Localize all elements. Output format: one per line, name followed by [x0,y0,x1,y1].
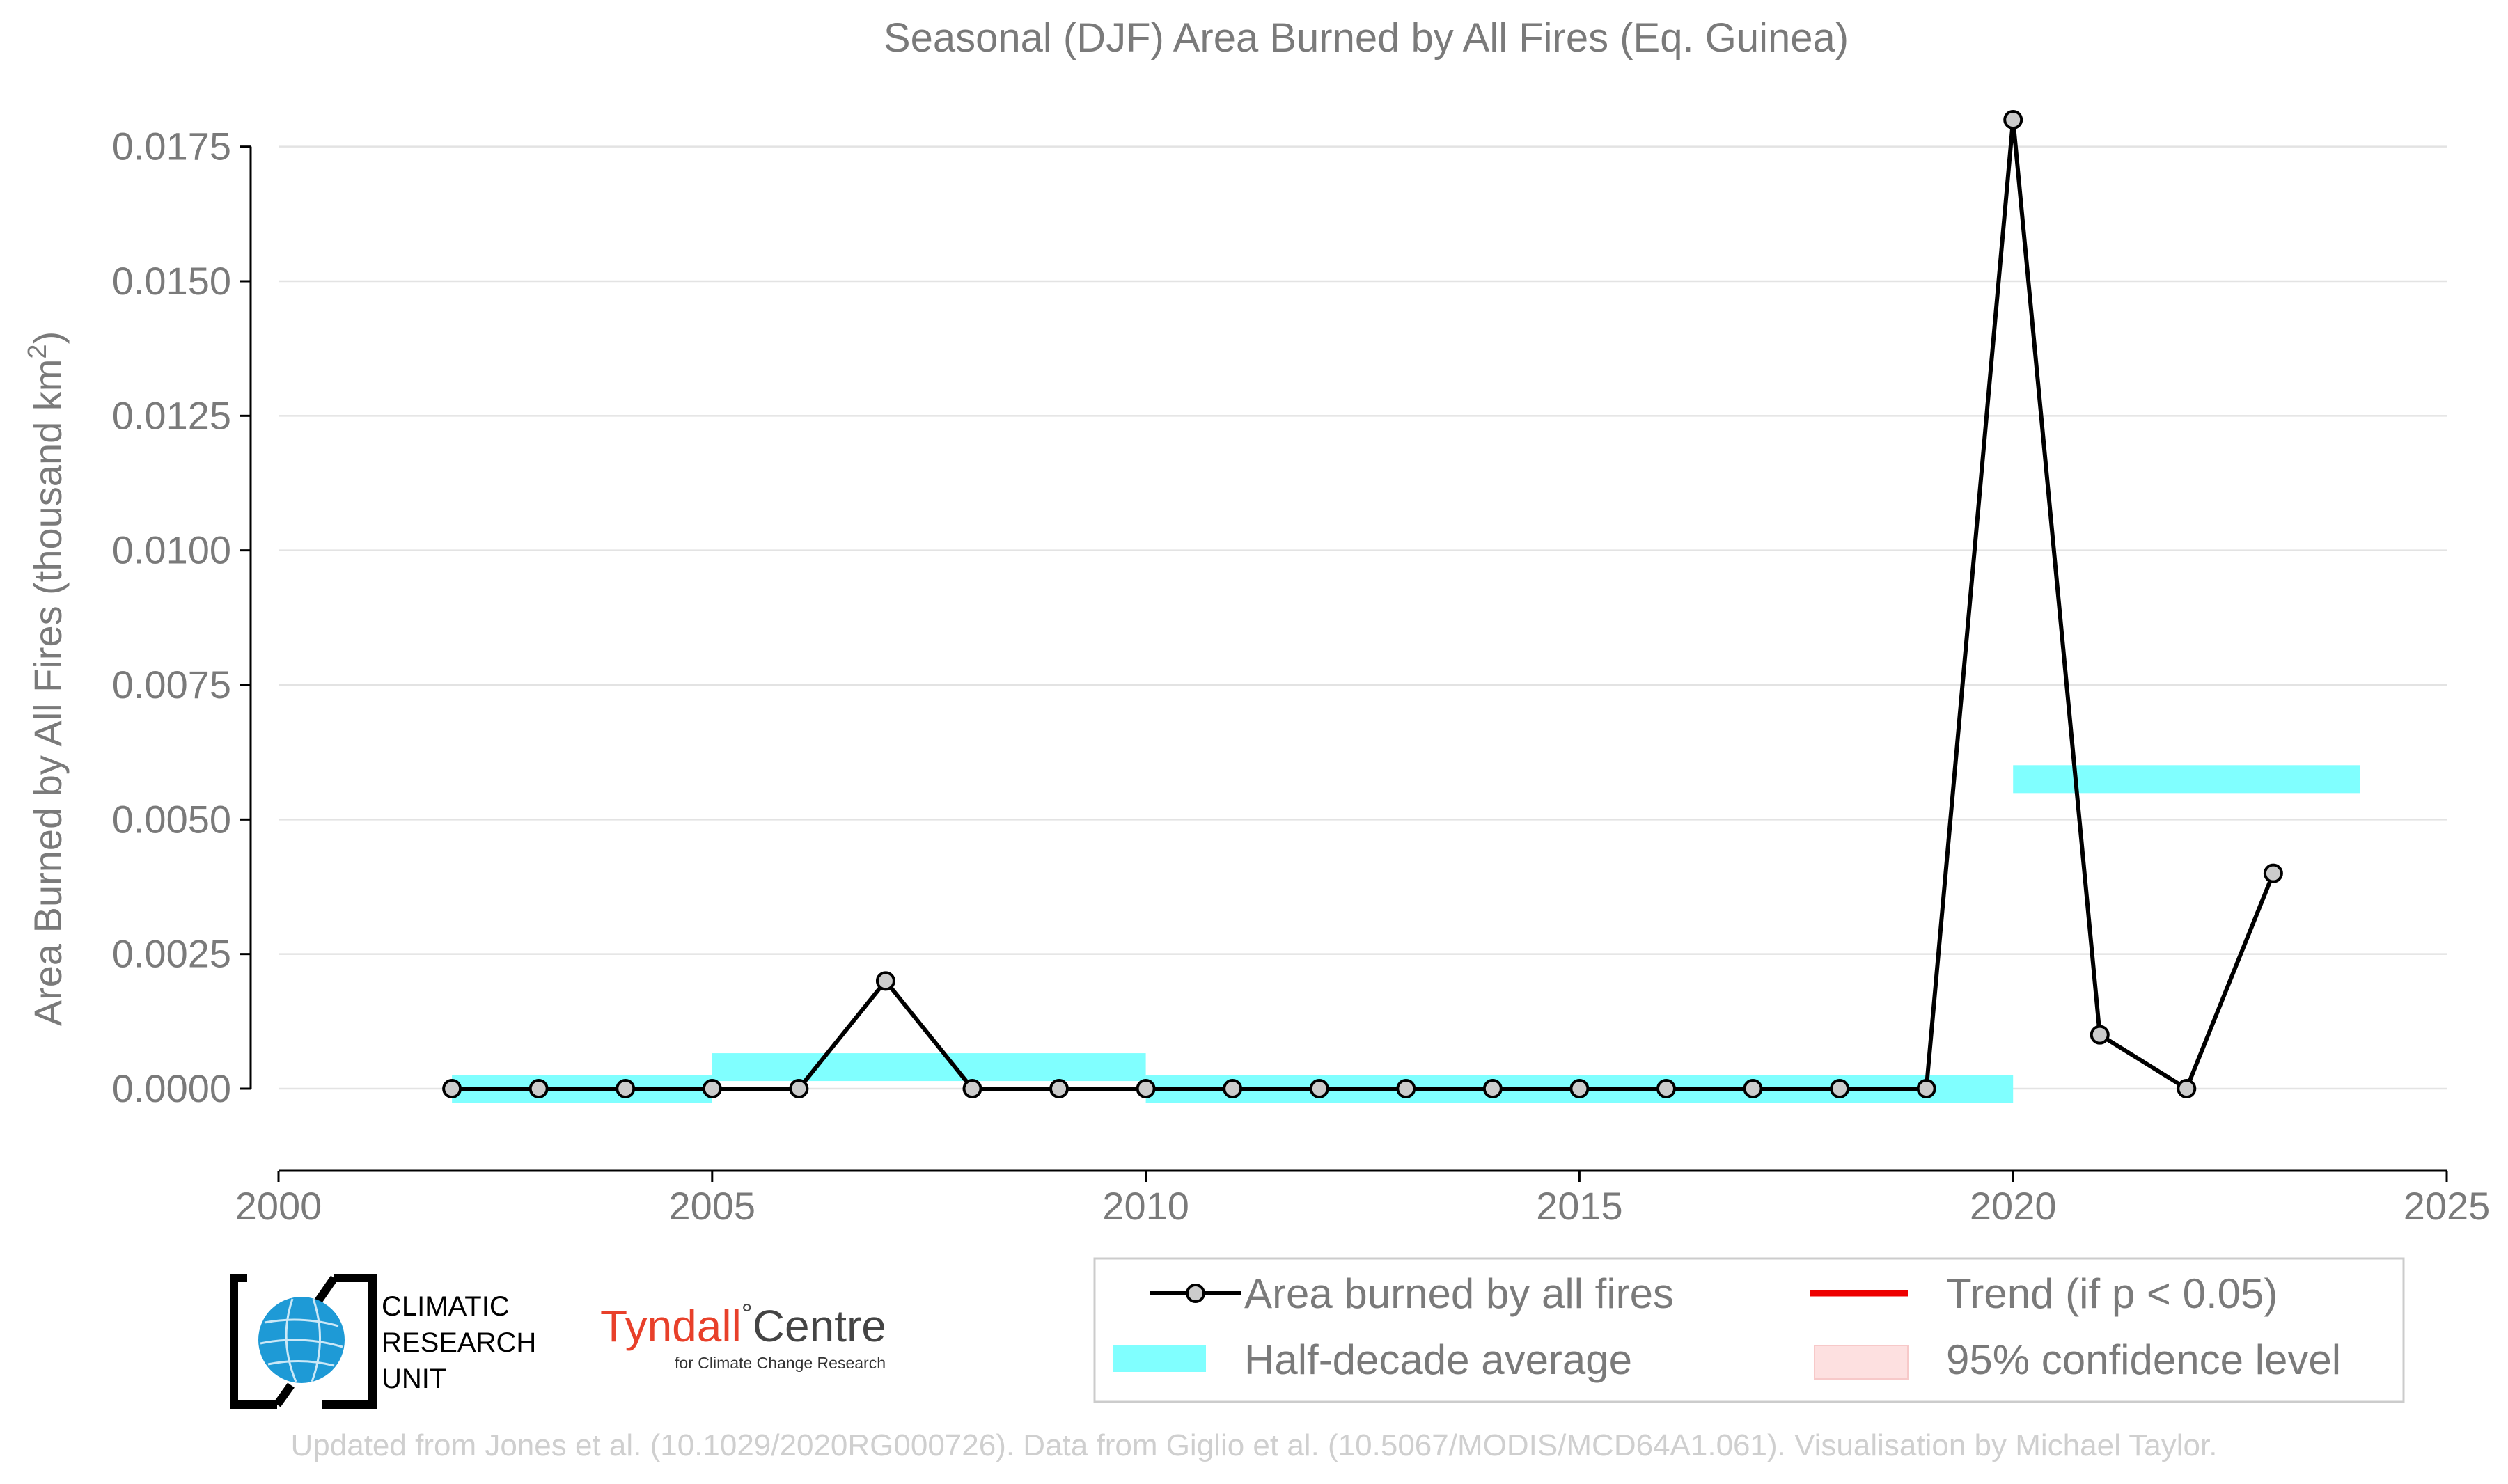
data-point [1743,1079,1763,1098]
y-tick-label: 0.0175 [112,125,231,168]
tyndall-logo: Tyndall°Centre for Climate Change Resear… [600,1299,886,1372]
y-tick-label: 0.0050 [112,797,231,841]
credit-line: Updated from Jones et al. (10.1029/2020R… [291,1428,2218,1462]
chart-title: Seasonal (DJF) Area Burned by All Fires … [884,15,1849,61]
data-point [1049,1079,1069,1098]
x-tick-label: 2020 [1970,1184,2057,1228]
data-point [1830,1079,1850,1098]
gridlines [279,145,2447,1090]
data-point [1309,1079,1329,1098]
legend-item-confidence: 95% confidence level [1814,1336,2341,1383]
y-tick-label: 0.0000 [112,1066,231,1110]
y-tick-label: 0.0125 [112,393,231,437]
data-point [1482,1079,1503,1098]
legend-marker-swatch [1186,1284,1205,1303]
half-decade-band [2013,765,2360,794]
data-point [702,1079,722,1098]
globe-lines-icon [260,1298,343,1382]
y-tick-label: 0.0100 [112,528,231,572]
legend-confidence-swatch [1814,1345,1909,1380]
legend-item-area-burned: Area burned by all fires [1150,1270,1674,1317]
data-point [616,1079,636,1098]
tyndall-subtitle: for Climate Change Research [675,1354,886,1372]
data-series [442,110,2283,1098]
data-point [1223,1079,1243,1098]
data-point [1396,1079,1416,1098]
legend-item-half-decade: Half-decade average [1113,1336,1632,1383]
data-point [1656,1079,1676,1098]
tyndall-wordmark: Tyndall°Centre [600,1299,886,1351]
legend-label-trend: Trend (if p < 0.05) [1946,1270,2278,1317]
cru-bracket-icon [230,1274,377,1409]
series-line [452,118,2275,1091]
y-tick-label: 0.0150 [112,259,231,303]
cru-bracket-slash-icon [274,1275,338,1407]
legend-frame [1093,1257,2405,1403]
cru-text-line1: CLIMATIC [382,1291,510,1322]
data-point [962,1079,982,1098]
data-point [2263,863,2283,883]
cru-logo: CLIMATIC RESEARCH UNIT [230,1274,536,1409]
y-axis-label: Area Burned by All Fires (thousand km2) [23,331,70,1026]
cru-text-line2: RESEARCH [382,1327,536,1358]
data-point [2090,1025,2110,1045]
legend-label-half-decade: Half-decade average [1244,1336,1632,1383]
data-point [875,971,895,991]
data-point [789,1079,809,1098]
x-tick-label: 2025 [2404,1184,2491,1228]
x-axis: 2000 2005 2010 2015 2020 2025 [235,1169,2491,1228]
legend-band-swatch [1113,1345,1206,1372]
data-point [2003,110,2023,129]
y-axis: 0.0000 0.0025 0.0050 0.0075 0.0100 0.0125 0.01… [112,125,252,1110]
data-point [1569,1079,1590,1098]
y-tick-label: 0.0075 [112,663,231,707]
x-tick-label: 2005 [669,1184,756,1228]
x-tick-label: 2015 [1536,1184,1623,1228]
cru-text-line3: UNIT [382,1364,446,1394]
data-point [2177,1079,2197,1098]
legend-label-area-burned: Area burned by all fires [1244,1270,1674,1317]
data-point [442,1079,462,1098]
legend-item-trend: Trend (if p < 0.05) [1810,1270,2278,1317]
data-point [1916,1079,1936,1098]
x-tick-label: 2000 [235,1184,322,1228]
data-point [528,1079,549,1098]
y-tick-label: 0.0025 [112,932,231,976]
half-decade-band [712,1053,1146,1082]
half-decade-bands [452,765,2360,1103]
x-tick-label: 2010 [1102,1184,1189,1228]
legend-label-confidence: 95% confidence level [1946,1336,2341,1383]
data-point [1136,1079,1156,1098]
legend: Area burned by all fires Trend (if p < 0… [1093,1257,2405,1403]
